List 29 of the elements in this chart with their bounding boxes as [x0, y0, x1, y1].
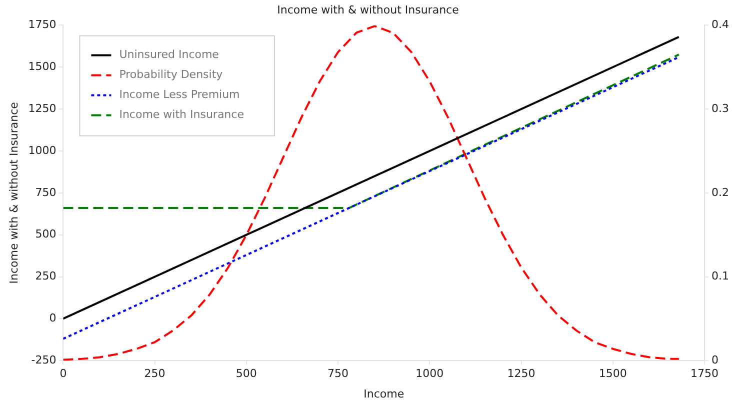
y-tick-label: 750 [35, 186, 56, 199]
x-axis-title: Income [364, 387, 404, 400]
y-tick-label: -250 [31, 353, 56, 366]
y-tick-label: 1750 [28, 18, 56, 32]
x-tick-label: 750 [328, 367, 349, 380]
y2-tick-label: 0.4 [712, 18, 730, 32]
x-tick-label: 500 [236, 367, 257, 380]
y-tick-label: 1250 [28, 102, 56, 115]
y-tick-label: 1500 [28, 60, 56, 73]
y2-tick-label: 0.2 [712, 186, 730, 199]
legend-label: Uninsured Income [119, 48, 220, 62]
y-axis-title: Income with & without Insurance [7, 102, 20, 284]
y-tick-label: 500 [35, 228, 56, 241]
x-tick-label: 1250 [507, 367, 536, 380]
y-tick-label: 1000 [28, 144, 56, 157]
y-tick-label: 250 [35, 270, 56, 283]
legend-label: Income Less Premium [119, 88, 240, 102]
x-tick-label: 250 [144, 367, 166, 380]
y2-tick-label: 0 [712, 353, 719, 366]
x-tick-label: 1500 [598, 367, 627, 380]
legend-label: Probability Density [119, 68, 224, 82]
x-tick-label: 1000 [416, 367, 444, 380]
y-tick-label: 0 [49, 312, 56, 325]
x-tick-label: 0 [60, 367, 67, 380]
y2-tick-label: 0.1 [712, 270, 730, 283]
y2-tick-label: 0.3 [712, 102, 730, 115]
legend-label: Income with Insurance [119, 108, 244, 122]
chart-title: Income with & without Insurance [277, 3, 460, 16]
x-tick-label: 1750 [690, 367, 719, 380]
